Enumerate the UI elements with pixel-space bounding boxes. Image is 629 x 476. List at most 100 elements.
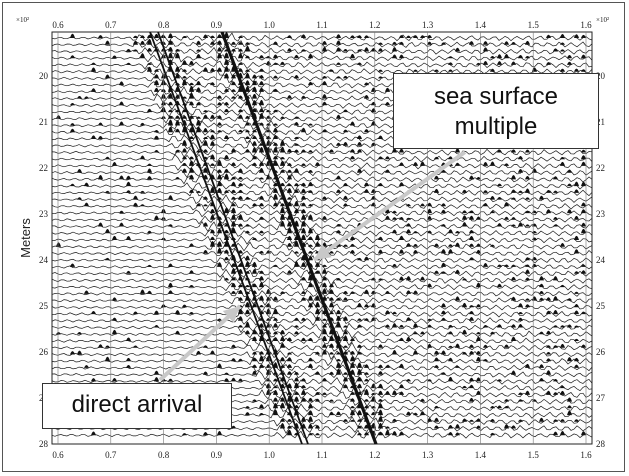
trace-lobes [147, 106, 572, 113]
direct-arrival-arrow-shaft [158, 304, 242, 382]
x-tick-label-bottom: 1.6 [580, 450, 592, 460]
axis-labels: 0.6 0.7 0.8 0.9 1.0 1.1 1.2 1.3 1.4 1.5 1.6 0.6 0.7 0… [39, 20, 606, 460]
x-tick-label-bottom: 1.5 [528, 450, 540, 460]
x-tick-label-bottom: 1.0 [264, 450, 276, 460]
seismic-trace [51, 316, 593, 326]
exponent-label-left: ×10² [16, 16, 29, 24]
seismic-trace [51, 208, 593, 218]
trace-lobes [105, 38, 565, 45]
trace-lobes [77, 92, 551, 99]
seismic-trace [51, 368, 593, 381]
y-tick-label-right: 22 [596, 163, 605, 173]
seismic-trace [51, 349, 593, 360]
seismic-trace [51, 275, 593, 286]
trace-lobes [126, 335, 579, 341]
trace-lobes [70, 261, 586, 267]
seismic-trace [51, 173, 593, 185]
x-tick-label-bottom: 1.4 [475, 450, 487, 460]
x-tick-label-top: 1.5 [528, 20, 540, 30]
seismic-trace [51, 40, 593, 51]
y-tick-label-left: 26 [39, 347, 49, 357]
trace-lobes [77, 167, 572, 173]
seismic-trace [51, 66, 593, 77]
trace-lobes [112, 315, 523, 321]
trace-lobes [56, 240, 565, 247]
seismic-trace [51, 376, 593, 387]
trace-lobes [154, 213, 579, 220]
trace-lobes [84, 200, 586, 207]
seismic-trace [51, 53, 593, 63]
seismic-trace [51, 322, 593, 334]
seismic-trace [51, 255, 593, 266]
x-tick-label-top: 1.3 [422, 20, 434, 30]
x-tick-label-top: 0.8 [158, 20, 170, 30]
y-tick-label-left: 21 [39, 117, 48, 127]
y-tick-label-left: 28 [39, 439, 49, 449]
sea-surface-arrow-shaft [312, 150, 467, 262]
trace-lobes [91, 376, 558, 382]
seismic-trace [51, 363, 593, 373]
trace-lobes [91, 59, 572, 65]
y-tick-label-right: 28 [596, 439, 606, 449]
trace-lobes [98, 173, 558, 180]
x-tick-label-top: 1.1 [316, 20, 327, 30]
seismic-trace [51, 181, 593, 192]
trace-lobes [84, 288, 579, 294]
seismic-trace [51, 424, 593, 434]
trace-lobes [98, 220, 586, 227]
y-tick-label-right: 25 [596, 301, 606, 311]
x-tick-label-bottom: 1.1 [316, 450, 327, 460]
trace-lobes [182, 140, 579, 146]
y-tick-label-left: 23 [39, 209, 49, 219]
x-tick-label-bottom: 0.9 [211, 450, 223, 460]
seismic-trace [51, 153, 593, 165]
trace-lobes [119, 207, 586, 214]
trace-lobes [91, 65, 586, 72]
y-tick-label-right: 23 [596, 209, 606, 219]
trace-lobes [154, 146, 586, 153]
seismic-trace [51, 241, 593, 252]
direct-arrival-callout: direct arrival [42, 383, 232, 429]
x-tick-label-bottom: 0.8 [158, 450, 170, 460]
y-tick-label-left: 24 [39, 255, 49, 265]
direct-arrival-label: direct arrival [71, 391, 203, 418]
x-tick-label-top: 1.4 [475, 20, 487, 30]
trace-lobes [91, 308, 586, 315]
seismic-trace [51, 32, 593, 43]
trace-lobes [77, 193, 544, 200]
event-lines [149, 31, 378, 445]
trace-lobes [203, 247, 579, 254]
trace-lobes [105, 227, 586, 234]
trace-lobes [126, 45, 565, 52]
x-tick-label-top: 0.6 [52, 20, 64, 30]
y-tick-label-right: 21 [596, 117, 605, 127]
x-tick-label-top: 1.6 [580, 20, 592, 30]
seismic-trace [51, 46, 593, 57]
x-tick-label-bottom: 0.6 [52, 450, 64, 460]
trace-lobes [126, 268, 586, 274]
trace-lobes [133, 395, 572, 402]
x-tick-label-top: 1.0 [264, 20, 276, 30]
y-tick-label-left: 25 [39, 301, 49, 311]
trace-lobes [112, 159, 586, 166]
seismic-trace [51, 160, 593, 171]
seismic-trace [51, 235, 593, 246]
trace-lobes [84, 388, 565, 395]
direct-arrival-line [157, 31, 309, 445]
y-tick-label-left: 22 [39, 163, 48, 173]
trace-lobes [70, 52, 586, 59]
sea-surface-multiple-callout: sea surface multiple [393, 73, 599, 149]
seismic-trace [51, 355, 593, 368]
sea-surface-label-line2: multiple [454, 113, 538, 140]
seismic-trace [51, 281, 593, 293]
annotation-arrows [158, 150, 467, 382]
y-tick-label-right: 24 [596, 255, 606, 265]
x-tick-label-bottom: 0.7 [105, 450, 117, 460]
trace-lobes [105, 154, 586, 160]
sea-surface-label-line1: sea surface [433, 83, 559, 110]
trace-lobes [112, 295, 572, 301]
trace-lobes [70, 99, 586, 106]
seismic-trace [51, 228, 593, 238]
y-axis-label: Meters [18, 218, 33, 258]
y-tick-label-right: 27 [596, 393, 606, 403]
